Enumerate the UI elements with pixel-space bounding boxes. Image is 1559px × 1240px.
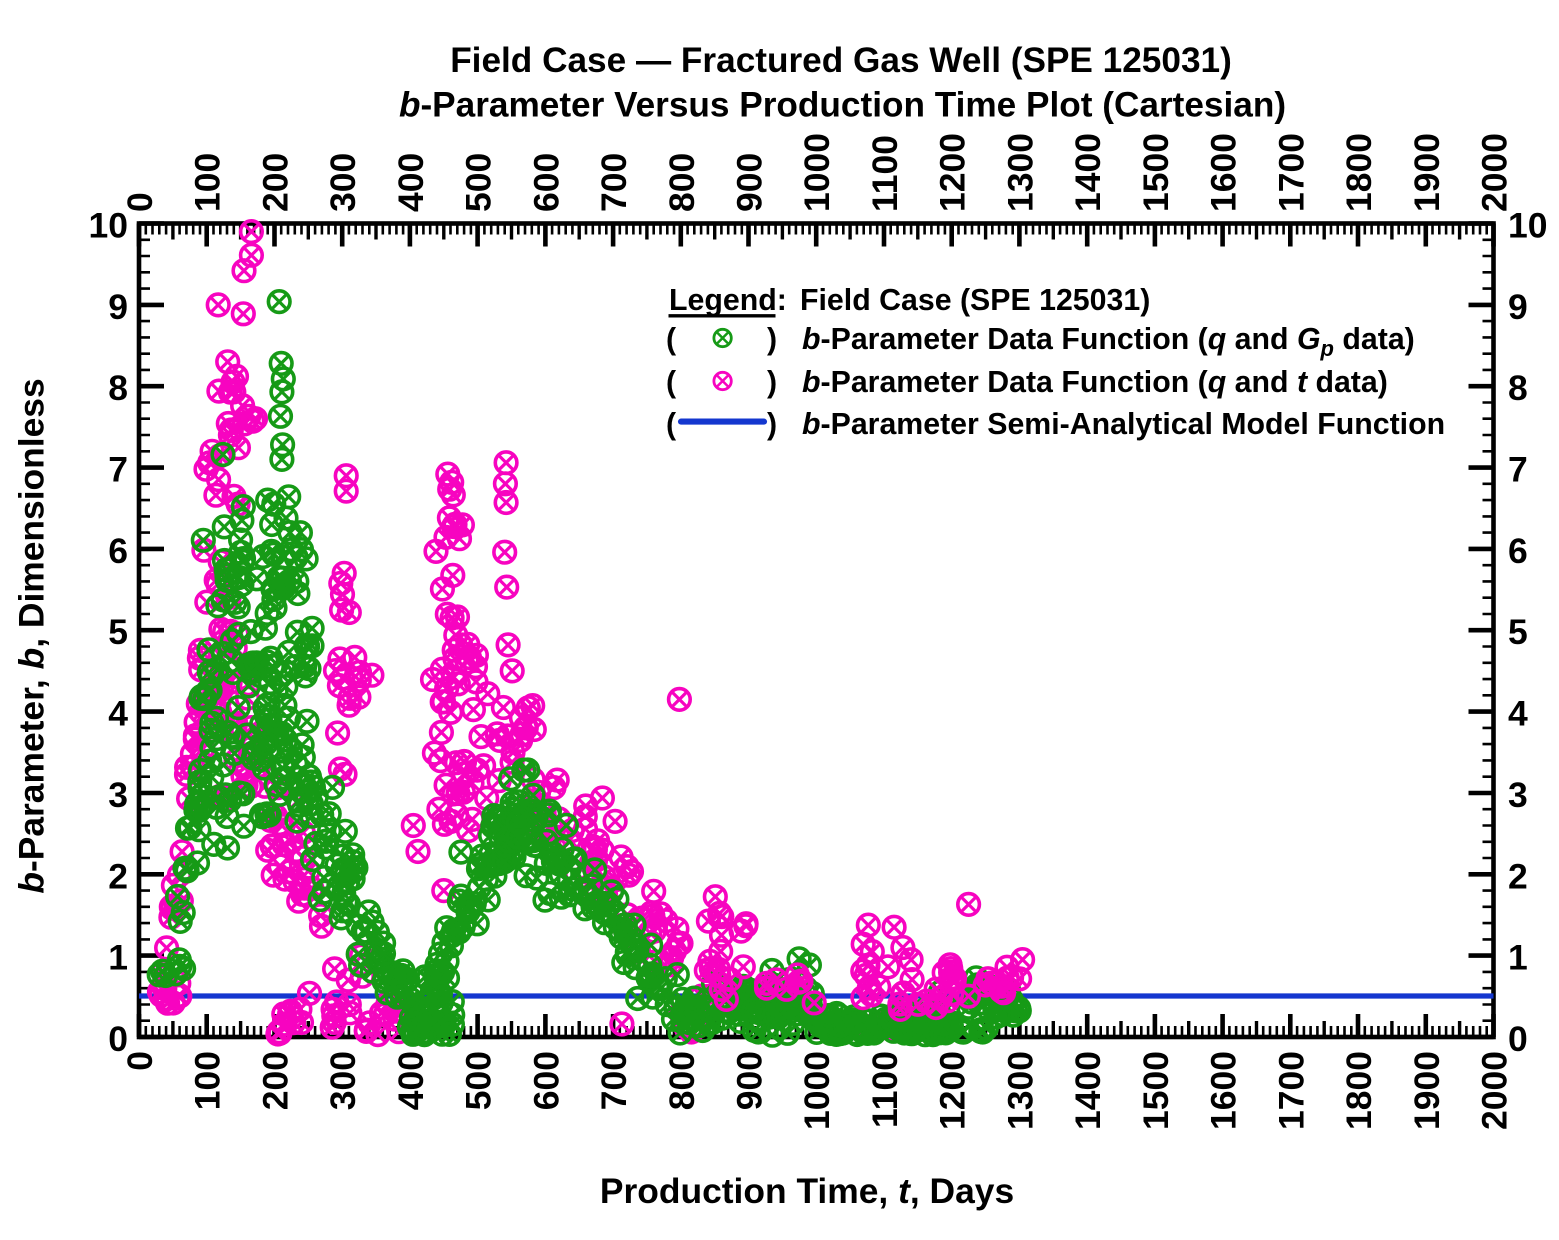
svg-text:1900: 1900 [1407, 1051, 1447, 1130]
svg-text:1500: 1500 [1136, 133, 1176, 212]
svg-text:(: ( [666, 323, 677, 356]
svg-text:2: 2 [108, 856, 128, 896]
svg-text:): ) [767, 323, 777, 356]
svg-text:1400: 1400 [1068, 1051, 1108, 1130]
svg-text:8: 8 [108, 368, 128, 408]
svg-text:1600: 1600 [1204, 133, 1244, 212]
svg-text:b-Parameter Data Function (q a: b-Parameter Data Function (q and Gp data… [802, 323, 1415, 361]
svg-text:Production Time, t, Days: Production Time, t, Days [600, 1171, 1014, 1211]
svg-text:8: 8 [1508, 368, 1528, 408]
svg-text:900: 900 [730, 153, 770, 212]
svg-text:1400: 1400 [1068, 133, 1108, 212]
svg-text:9: 9 [1508, 287, 1528, 327]
svg-text:300: 300 [323, 1051, 363, 1110]
svg-text:1100: 1100 [865, 1051, 905, 1128]
svg-text:1800: 1800 [1339, 1051, 1379, 1130]
svg-text:100: 100 [188, 1051, 228, 1110]
svg-text:1500: 1500 [1136, 1051, 1176, 1130]
svg-text:200: 200 [256, 1051, 296, 1110]
svg-text:1900: 1900 [1407, 133, 1447, 212]
svg-text:1: 1 [108, 938, 128, 978]
svg-text:200: 200 [256, 153, 296, 212]
svg-text:(: ( [666, 408, 677, 441]
svg-text:0: 0 [120, 1051, 160, 1071]
svg-text:1200: 1200 [933, 133, 973, 212]
svg-text:1300: 1300 [1000, 1051, 1040, 1130]
svg-text:5: 5 [108, 612, 128, 652]
svg-text:900: 900 [730, 1051, 770, 1110]
svg-text:): ) [767, 408, 777, 441]
svg-text:3: 3 [1508, 775, 1528, 815]
svg-text:300: 300 [323, 153, 363, 212]
svg-text:1200: 1200 [933, 1051, 973, 1130]
svg-text:1300: 1300 [1000, 133, 1040, 212]
svg-text:b-Parameter Versus Production: b-Parameter Versus Production Time Plot … [399, 85, 1286, 124]
svg-text:b-Parameter Semi-Analytical Mo: b-Parameter Semi-Analytical Model Functi… [802, 408, 1445, 441]
svg-text:2000: 2000 [1475, 1051, 1515, 1130]
svg-text:500: 500 [459, 1051, 499, 1110]
svg-text:6: 6 [1508, 531, 1528, 571]
svg-text:): ) [767, 366, 777, 399]
svg-text:400: 400 [391, 1051, 431, 1110]
svg-text:1700: 1700 [1271, 133, 1311, 212]
svg-text:7: 7 [1508, 450, 1528, 490]
svg-text:1100: 1100 [865, 135, 905, 212]
svg-text:1000: 1000 [797, 133, 837, 212]
svg-text:7: 7 [108, 450, 128, 490]
svg-text:1700: 1700 [1271, 1051, 1311, 1130]
svg-text:400: 400 [391, 153, 431, 212]
svg-text:9: 9 [108, 287, 128, 327]
svg-text:1000: 1000 [797, 1051, 837, 1130]
svg-text:800: 800 [662, 1051, 702, 1110]
svg-text:3: 3 [108, 775, 128, 815]
svg-text:700: 700 [594, 153, 634, 212]
svg-text:700: 700 [594, 1051, 634, 1110]
svg-text:2: 2 [1508, 856, 1528, 896]
svg-text:b-Parameter, b, Dimensionless: b-Parameter, b, Dimensionless [12, 378, 52, 893]
svg-text:600: 600 [526, 1051, 566, 1110]
svg-text:(: ( [666, 366, 677, 399]
svg-text:Field Case — Fractured Gas Wel: Field Case — Fractured Gas Well (SPE 125… [450, 41, 1232, 80]
svg-text:2000: 2000 [1475, 133, 1515, 212]
svg-text:5: 5 [1508, 612, 1528, 652]
svg-text:0: 0 [108, 1019, 128, 1059]
svg-text:Legend:: Legend: [669, 284, 787, 317]
svg-text:1600: 1600 [1204, 1051, 1244, 1130]
svg-text:1800: 1800 [1339, 133, 1379, 212]
svg-text:b-Parameter Data Function (q a: b-Parameter Data Function (q and t data) [802, 366, 1388, 399]
svg-text:600: 600 [526, 153, 566, 212]
svg-text:0: 0 [120, 192, 160, 212]
svg-text:Field Case (SPE 125031): Field Case (SPE 125031) [800, 284, 1150, 317]
svg-text:1: 1 [1508, 938, 1528, 978]
svg-text:4: 4 [108, 694, 128, 734]
svg-text:6: 6 [108, 531, 128, 571]
svg-text:4: 4 [1508, 694, 1528, 734]
svg-text:500: 500 [459, 153, 499, 212]
svg-text:100: 100 [188, 153, 228, 212]
svg-text:800: 800 [662, 153, 702, 212]
svg-text:10: 10 [89, 206, 129, 246]
svg-text:10: 10 [1508, 206, 1548, 246]
svg-text:0: 0 [1508, 1019, 1528, 1059]
